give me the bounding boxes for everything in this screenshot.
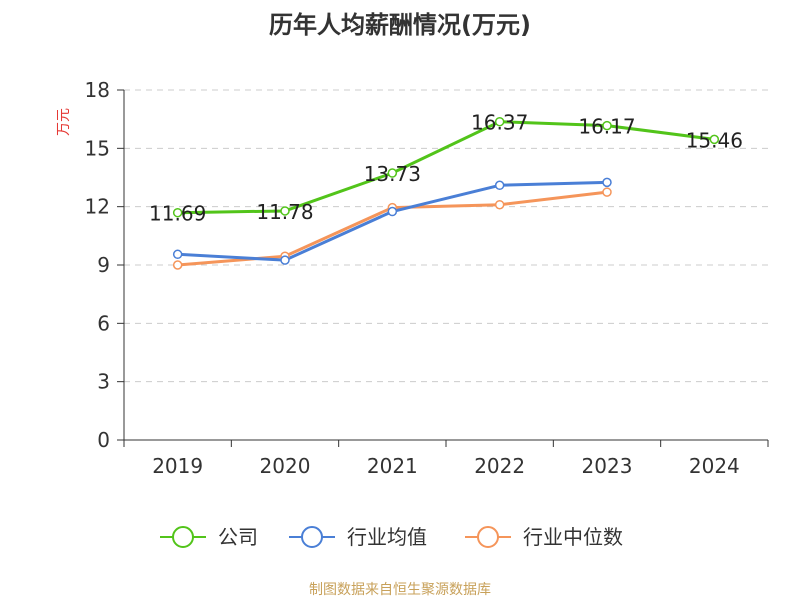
data-point xyxy=(602,187,612,197)
data-point xyxy=(280,206,290,216)
y-tick-label: 12 xyxy=(85,195,110,219)
data-point xyxy=(387,206,398,217)
data-point xyxy=(494,180,505,191)
series-line-0 xyxy=(176,120,716,215)
y-axis-label: 万元 xyxy=(56,108,72,136)
source-note: 制图数据来自恒生聚源数据库 xyxy=(309,582,491,598)
data-point xyxy=(387,168,398,178)
data-point xyxy=(709,134,720,145)
x-tick-label: 2019 xyxy=(152,454,203,478)
legend-label: 行业中位数 xyxy=(523,525,623,549)
legend-marker-0 xyxy=(172,526,194,548)
x-tick-label: 2020 xyxy=(260,454,311,478)
data-label: 13.73 xyxy=(364,162,421,186)
x-tick-label: 2023 xyxy=(582,454,633,478)
x-tick-label: 2022 xyxy=(474,454,525,478)
y-tick-label: 9 xyxy=(97,253,110,277)
axes: 0 3 6 9 12 15 18 2019 2020 2021 2022 2023 2024 xyxy=(85,78,769,478)
x-tick-label: 2021 xyxy=(367,454,418,478)
x-tick-label: 2024 xyxy=(689,454,740,478)
data-label: 16.17 xyxy=(578,115,635,139)
data-point xyxy=(494,116,505,127)
data-point xyxy=(494,199,505,210)
data-point xyxy=(172,207,183,218)
legend-label: 公司 xyxy=(218,525,258,549)
legend-label: 行业均值 xyxy=(347,525,427,549)
y-tick-label: 18 xyxy=(85,78,110,102)
data-point xyxy=(280,255,290,265)
data-labels: 11.69 11.78 13.73 16.37 16.17 15.46 xyxy=(149,111,743,226)
data-label: 11.78 xyxy=(256,200,313,224)
legend-marker-1 xyxy=(301,526,323,548)
data-label: 11.69 xyxy=(149,202,206,226)
data-point xyxy=(172,249,183,260)
y-tick-label: 6 xyxy=(97,311,110,335)
data-label: 16.37 xyxy=(471,111,528,135)
series-line-1 xyxy=(176,180,609,262)
data-point xyxy=(602,177,612,188)
chart-title: 历年人均薪酬情况(万元) xyxy=(269,11,531,39)
y-tick-label: 0 xyxy=(97,428,110,452)
legend: 公司 行业均值 行业中位数 xyxy=(160,525,623,549)
series-group xyxy=(172,116,720,270)
y-tick-label: 15 xyxy=(85,136,110,160)
y-tick-label: 3 xyxy=(97,370,110,394)
legend-marker-2 xyxy=(477,526,499,548)
data-label: 15.46 xyxy=(686,128,743,152)
data-point xyxy=(602,120,612,131)
data-point xyxy=(172,260,183,270)
